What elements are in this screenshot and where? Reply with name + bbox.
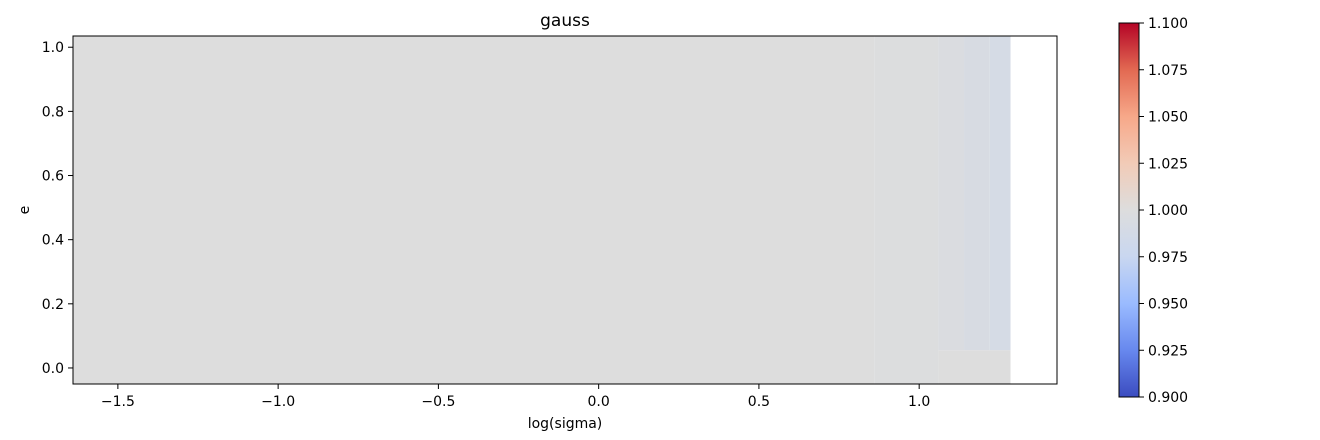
heatmap-cells — [73, 36, 1011, 384]
colorbar-tick-label: 0.950 — [1148, 297, 1188, 313]
heatmap-cell-4 — [989, 36, 1011, 351]
colorbar — [1118, 22, 1140, 398]
y-tick-label: 0.4 — [42, 233, 64, 249]
colorbar-tick-label: 0.975 — [1148, 250, 1188, 266]
y-axis-label: e — [17, 206, 33, 215]
colorbar-tick-label: 0.925 — [1148, 343, 1188, 359]
colorbar-tick-label: 1.000 — [1148, 203, 1188, 219]
x-tick-label: −1.0 — [261, 394, 295, 410]
x-tick-label: 1.0 — [908, 394, 930, 410]
heatmap-cell-1 — [874, 36, 939, 384]
x-tick-label: −1.5 — [101, 394, 135, 410]
heatmap-cell-2 — [938, 36, 965, 351]
y-tick-label: 0.6 — [42, 169, 64, 185]
y-tick-label: 0.8 — [42, 104, 64, 120]
x-axis-label: log(sigma) — [528, 416, 603, 432]
plot-frame — [72, 35, 1058, 385]
y-tick-label: 1.0 — [42, 40, 64, 56]
chart-title: gauss — [540, 11, 590, 31]
x-tick-label: −0.5 — [421, 394, 455, 410]
colorbar-tick-label: 1.025 — [1148, 156, 1188, 172]
heatmap-cell-3 — [964, 36, 990, 351]
y-axis: 0.0 0.2 0.4 0.6 0.8 1.0 — [42, 40, 73, 377]
y-tick-label: 0.0 — [42, 361, 64, 377]
colorbar-axis: 0.900 0.925 0.950 0.975 1.000 1.025 1.050 1.075… — [1139, 16, 1188, 406]
heatmap-cell-5 — [938, 350, 1011, 384]
y-tick-label: 0.2 — [42, 297, 64, 313]
colorbar-tick-label: 1.100 — [1148, 16, 1188, 32]
x-tick-label: 0.5 — [748, 394, 770, 410]
x-axis: −1.5 −1.0 −0.5 0.0 0.5 1.0 — [101, 384, 930, 410]
colorbar-tick-label: 1.075 — [1148, 63, 1188, 79]
heatmap-cell-0 — [73, 36, 875, 384]
colorbar-tick-label: 1.050 — [1148, 110, 1188, 126]
colorbar-tick-label: 0.900 — [1148, 390, 1188, 406]
x-tick-label: 0.0 — [588, 394, 610, 410]
